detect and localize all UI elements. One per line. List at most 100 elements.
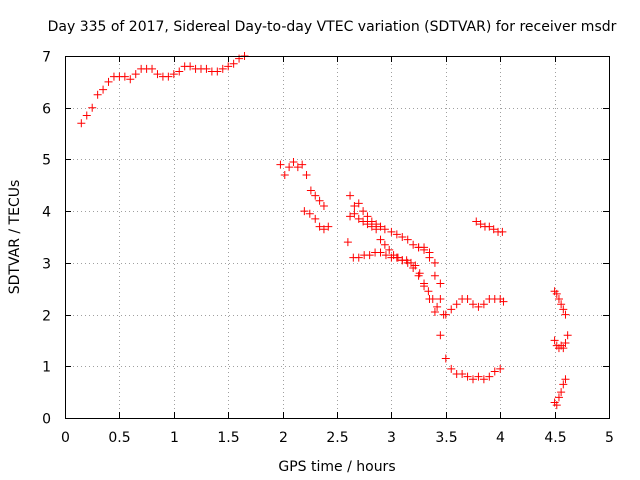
data-point — [425, 295, 434, 304]
data-point — [496, 364, 505, 373]
data-point — [104, 77, 113, 86]
data-point — [436, 279, 445, 288]
x-tick-label: 3.5 — [435, 430, 457, 446]
data-point — [385, 245, 394, 254]
data-point — [131, 70, 140, 79]
series-h — [472, 217, 507, 236]
data-point — [436, 331, 445, 340]
data-point — [398, 233, 407, 241]
data-point — [490, 367, 499, 376]
data-point — [463, 295, 472, 304]
x-tick-label: 2 — [279, 430, 288, 446]
data-layer — [77, 52, 572, 410]
data-point — [229, 59, 238, 68]
data-point — [447, 364, 456, 373]
data-point — [559, 344, 568, 353]
data-point — [218, 64, 227, 73]
data-point — [554, 393, 563, 402]
data-point — [306, 186, 315, 195]
data-point — [433, 302, 442, 311]
data-point — [403, 258, 412, 267]
data-point — [175, 67, 184, 76]
data-point — [311, 191, 320, 200]
data-point — [302, 170, 311, 179]
chart-title: Day 335 of 2017, Sidereal Day-to-day VTE… — [48, 19, 617, 35]
series-c — [300, 207, 333, 234]
data-point — [315, 222, 324, 231]
y-tick-label: 2 — [42, 309, 51, 325]
data-point — [350, 201, 359, 210]
x-tick-label: 1.5 — [217, 430, 239, 446]
data-point — [550, 336, 559, 345]
data-point — [557, 388, 566, 397]
y-tick-label: 0 — [42, 412, 51, 428]
data-point — [472, 217, 481, 226]
data-point — [381, 251, 390, 260]
data-point — [202, 64, 211, 73]
data-point — [319, 225, 328, 234]
data-point — [474, 302, 483, 311]
data-point — [82, 111, 91, 120]
data-point — [354, 214, 363, 223]
data-point — [430, 307, 439, 316]
x-tick-label: 5 — [605, 430, 614, 446]
grid-layer — [65, 56, 609, 418]
data-point — [559, 380, 568, 389]
data-point — [359, 217, 368, 226]
x-tick-label: 4 — [496, 430, 505, 446]
data-point — [561, 310, 570, 319]
series-d — [346, 191, 448, 319]
data-point — [557, 300, 566, 309]
series-a — [77, 52, 249, 128]
x-tick-label: 3 — [387, 430, 396, 446]
data-point — [354, 199, 363, 208]
x-tick-label: 4.5 — [544, 430, 566, 446]
data-point — [77, 119, 86, 128]
data-point — [148, 64, 157, 73]
data-point — [346, 212, 355, 221]
data-point — [409, 240, 418, 249]
series-k — [550, 375, 570, 410]
data-point — [498, 227, 507, 236]
data-point — [452, 300, 461, 309]
data-point — [350, 209, 359, 218]
y-tick-label: 4 — [42, 205, 51, 221]
data-point — [469, 375, 477, 384]
data-point — [552, 401, 561, 410]
data-point — [563, 331, 572, 340]
data-point — [441, 310, 450, 319]
data-point — [420, 243, 429, 252]
data-point — [499, 297, 508, 306]
data-point — [359, 207, 368, 216]
data-point — [285, 163, 294, 172]
data-point — [403, 235, 412, 244]
y-tick-label: 5 — [42, 153, 51, 169]
data-point — [319, 201, 328, 210]
tick-layer: 0 0.5 1 1.5 2 2.5 3 3.5 4 4.5 5 0 1 2 3 4 5 6 7 — [42, 50, 614, 447]
series-i — [550, 287, 570, 319]
data-point — [420, 282, 429, 291]
data-point — [380, 240, 389, 249]
data-point — [554, 295, 563, 304]
data-point — [380, 225, 389, 234]
data-point — [458, 370, 467, 379]
data-point — [561, 339, 570, 348]
data-point — [447, 305, 456, 314]
data-point — [376, 235, 385, 244]
x-tick-label: 0.5 — [108, 430, 130, 446]
data-point — [99, 85, 108, 94]
data-point — [88, 103, 97, 112]
data-point — [365, 251, 374, 260]
series-f — [343, 238, 505, 384]
x-tick-label: 1 — [170, 430, 179, 446]
data-point — [474, 372, 483, 381]
data-point — [126, 75, 135, 84]
data-point — [367, 222, 376, 231]
series-g — [414, 243, 508, 319]
data-point — [293, 163, 302, 172]
data-point — [441, 354, 450, 363]
data-point — [363, 220, 372, 229]
data-point — [311, 214, 320, 223]
data-point — [280, 170, 289, 179]
